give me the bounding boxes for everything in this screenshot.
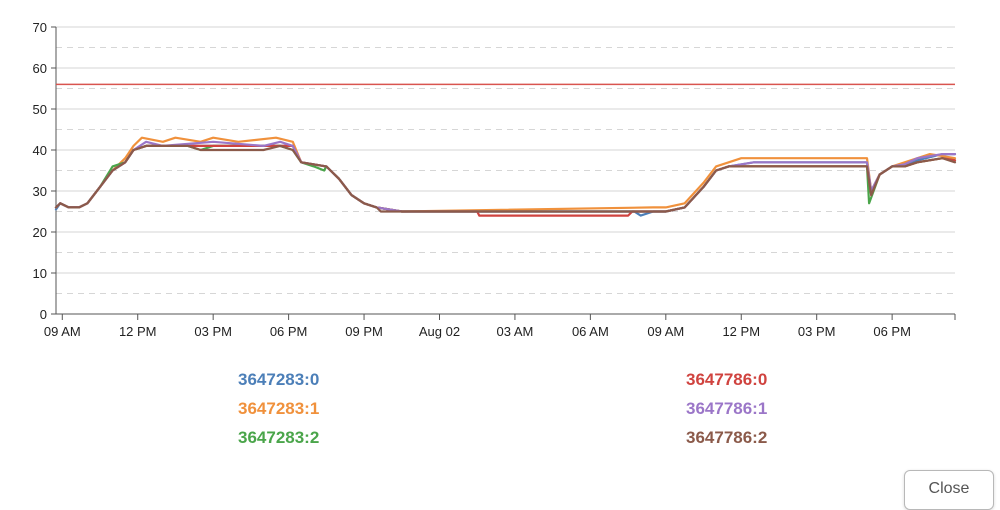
series-line-3647786-1 (54, 140, 957, 213)
y-tick-label: 0 (40, 307, 47, 322)
y-tick-label: 10 (33, 266, 47, 281)
series-line-3647786-0 (54, 144, 957, 217)
x-tick-label: 06 PM (270, 324, 308, 339)
x-tick-label: 06 PM (873, 324, 911, 339)
x-tick-label: 06 AM (572, 324, 609, 339)
legend-item[interactable]: 3647786:0 (686, 370, 768, 389)
y-tick-label: 20 (33, 225, 47, 240)
series-line-3647283-1 (54, 136, 957, 213)
series-lines (54, 136, 957, 217)
x-tick-label: 03 PM (798, 324, 836, 339)
y-tick-label: 30 (33, 184, 47, 199)
series-line-3647283-2 (54, 144, 957, 213)
x-tick-label: 09 AM (647, 324, 684, 339)
legend-item[interactable]: 3647786:2 (686, 428, 768, 447)
close-button[interactable]: Close (904, 470, 994, 510)
y-tick-label: 40 (33, 143, 47, 158)
chart-container: 0 10 20 30 40 50 60 70 09 AM 12 PM 03 PM 06 PM 09 PM… (33, 20, 994, 510)
y-tick-label: 50 (33, 102, 47, 117)
x-tick-label: 03 PM (194, 324, 232, 339)
line-chart: 0 10 20 30 40 50 60 70 09 AM 12 PM 03 PM 06 PM 09 PM… (33, 20, 957, 339)
y-tick-label: 60 (33, 61, 47, 76)
legend-item[interactable]: 3647283:2 (238, 428, 320, 447)
x-tick-label: 09 PM (345, 324, 383, 339)
x-tick-label: 12 PM (119, 324, 157, 339)
series-line-3647786-2 (54, 144, 957, 213)
series-line-3647283-0 (54, 144, 957, 217)
x-tick-label: Aug 02 (419, 324, 460, 339)
grid (56, 26, 955, 294)
legend-item[interactable]: 3647283:0 (238, 370, 320, 389)
x-tick-label: 03 AM (497, 324, 534, 339)
x-tick-label: 09 AM (44, 324, 81, 339)
x-tick-label: 12 PM (722, 324, 760, 339)
legend-item[interactable]: 3647786:1 (686, 399, 768, 418)
legend-item[interactable]: 3647283:1 (238, 399, 320, 418)
y-tick-label: 70 (33, 20, 47, 35)
